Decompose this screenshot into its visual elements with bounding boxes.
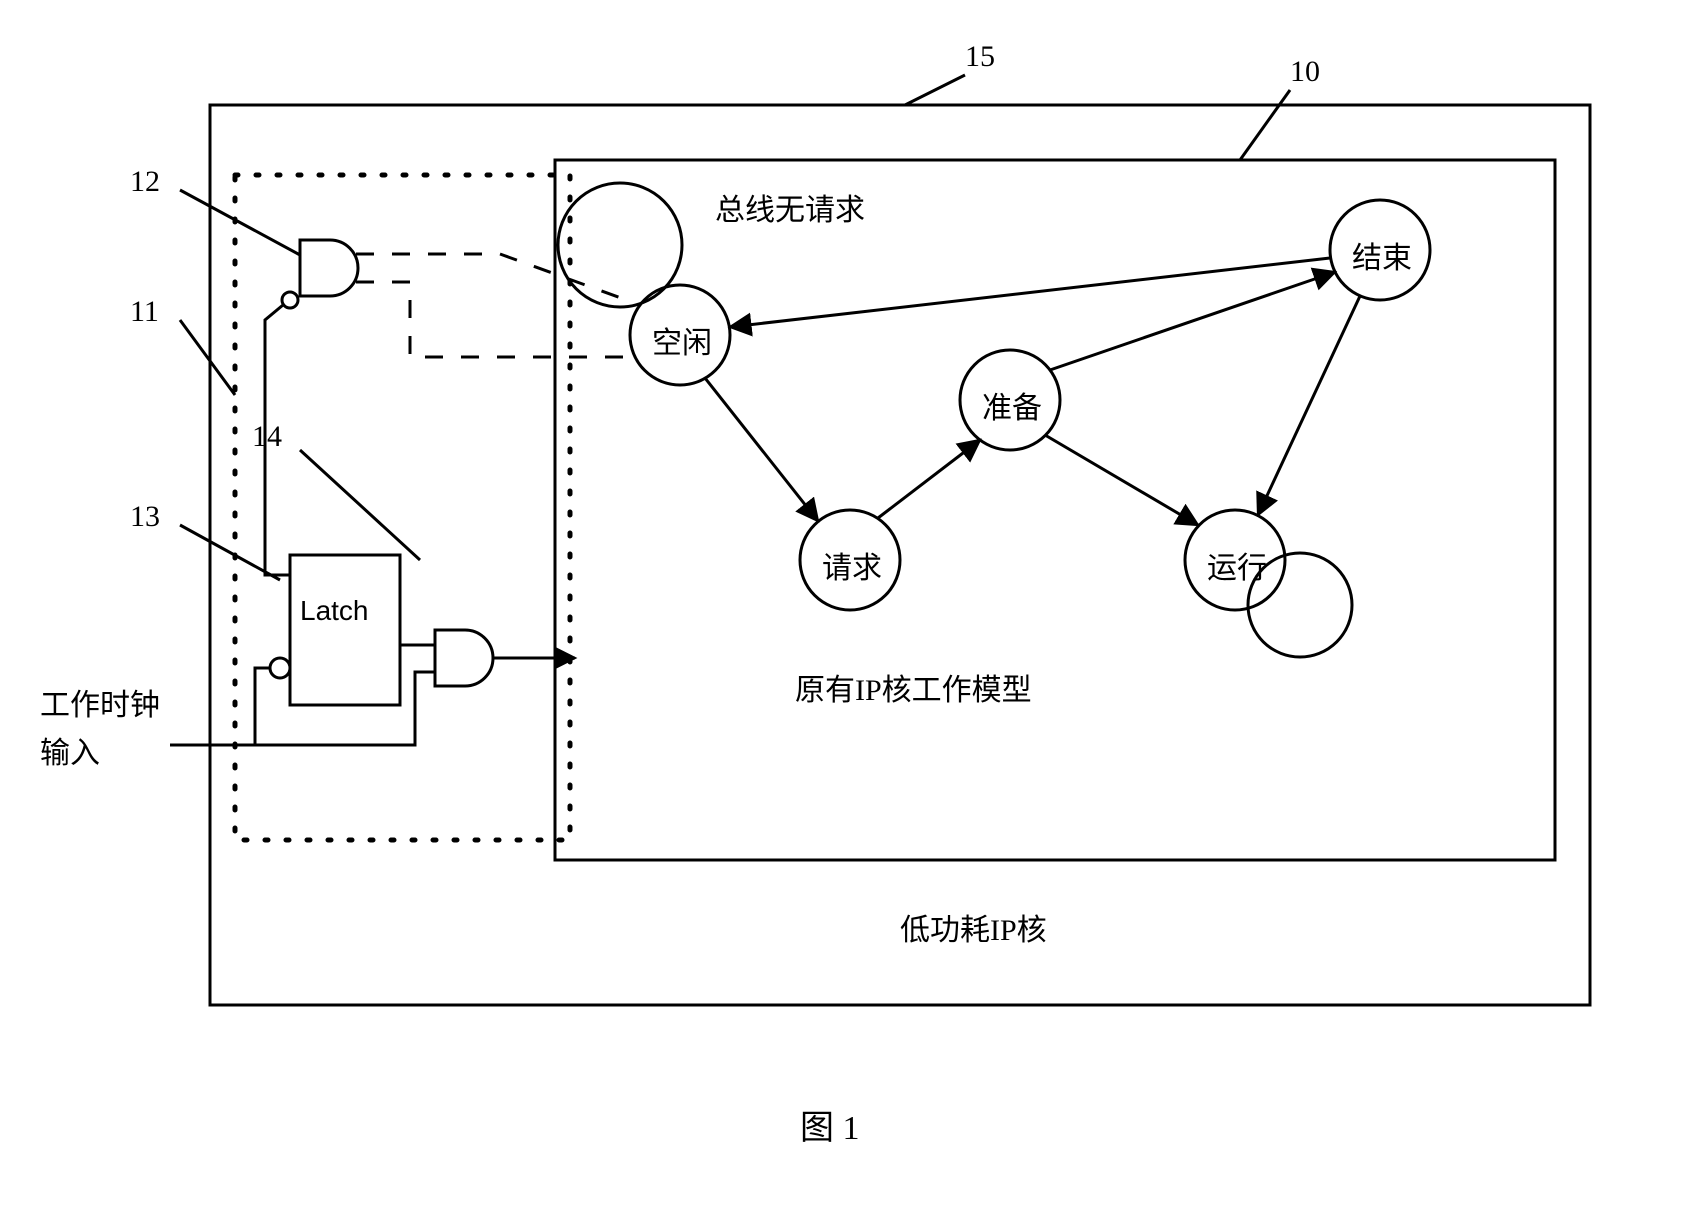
bus-no-request-label: 总线无请求	[715, 185, 865, 229]
dotted-box	[235, 175, 570, 840]
latch-enable-bubble	[270, 658, 290, 678]
and-upper-bubble	[282, 292, 298, 308]
loop-idle	[558, 183, 682, 307]
edge-end-run	[1258, 296, 1360, 515]
and-gate-lower	[435, 630, 493, 686]
edge-prepare-run	[1045, 435, 1198, 525]
and-gate-upper	[300, 240, 358, 296]
dashed-feedback-bot	[356, 282, 635, 357]
low-power-ip-label: 低功耗IP核	[900, 905, 1047, 949]
latch-box	[290, 555, 400, 705]
figure-label: 图 1	[800, 1100, 860, 1149]
state-request-label: 请求	[822, 543, 882, 587]
wire-clock-in	[170, 668, 270, 745]
ref-10: 10	[1290, 55, 1320, 89]
dashed-feedback-top	[356, 254, 632, 302]
edge-end-idle	[730, 258, 1330, 327]
clock-in-label-2: 输入	[40, 728, 100, 772]
diagram-canvas: 空闲 请求 准备 运行 结束 总线无请求 原有IP核工作模型 低功耗IP核 工作…	[0, 0, 1703, 1222]
svg-overlay	[0, 0, 1703, 1222]
state-prepare-label: 准备	[982, 383, 1042, 427]
leader-11	[180, 320, 235, 395]
ref-13: 13	[130, 500, 160, 534]
state-end-label: 结束	[1352, 233, 1412, 277]
leader-14	[300, 450, 420, 560]
ref-11: 11	[130, 295, 159, 329]
clock-in-label-1: 工作时钟	[40, 680, 160, 724]
edge-prepare-end	[1050, 272, 1335, 370]
leader-10	[1240, 90, 1290, 160]
ref-12: 12	[130, 165, 160, 199]
leader-12	[180, 190, 300, 255]
ref-15: 15	[965, 40, 995, 74]
ref-14: 14	[252, 420, 282, 454]
edge-idle-request	[705, 378, 818, 521]
wire-clock-branch	[255, 672, 435, 745]
state-idle-label: 空闲	[652, 318, 712, 362]
state-run-label: 运行	[1207, 543, 1267, 587]
latch-label: Latch	[300, 595, 369, 627]
leader-13	[180, 525, 280, 580]
edge-request-prepare	[878, 440, 980, 518]
ip-model-label: 原有IP核工作模型	[795, 665, 1032, 709]
leader-15	[905, 75, 965, 105]
